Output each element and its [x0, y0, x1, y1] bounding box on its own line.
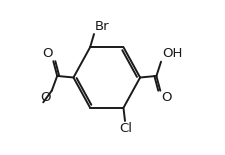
Text: Br: Br — [94, 20, 109, 33]
Text: O: O — [42, 47, 52, 60]
Text: OH: OH — [161, 47, 181, 60]
Text: O: O — [40, 91, 51, 104]
Text: O: O — [160, 91, 171, 104]
Text: Cl: Cl — [119, 122, 132, 135]
